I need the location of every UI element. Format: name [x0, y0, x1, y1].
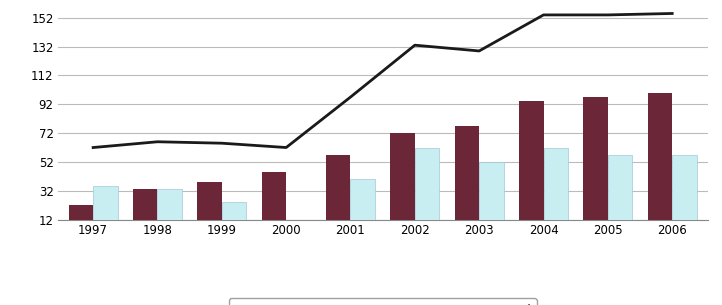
Bar [69, 205, 93, 237]
Bar [583, 97, 608, 237]
Bar [415, 148, 439, 237]
Bar [197, 182, 222, 237]
Bar [672, 155, 697, 237]
Bar [648, 93, 672, 237]
Bar [519, 101, 544, 237]
Bar [222, 202, 246, 237]
Bar [261, 172, 286, 237]
Bar [93, 186, 118, 237]
Bar [350, 179, 375, 237]
Bar [455, 126, 479, 237]
Bar [544, 148, 568, 237]
Bar [608, 155, 632, 237]
Bar [326, 155, 350, 237]
Bar [286, 220, 310, 237]
Legend: INTRA - EU27, EXTRA - EU27, Total: INTRA - EU27, EXTRA - EU27, Total [229, 298, 536, 305]
Bar [133, 189, 157, 237]
Bar [157, 189, 182, 237]
Bar [391, 133, 415, 237]
Bar [479, 162, 504, 237]
